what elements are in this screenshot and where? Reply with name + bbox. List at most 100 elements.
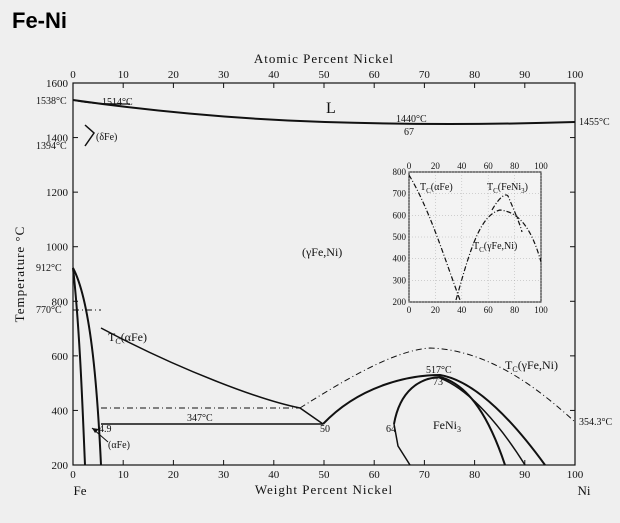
inset-y-tick-label: 500 (393, 232, 407, 242)
inset-top-tick-label: 100 (534, 161, 548, 171)
top-tick-label: 90 (519, 69, 531, 81)
inset-top-tick-label: 60 (484, 161, 494, 171)
left-axis-title: Temperature °C (12, 226, 27, 323)
top-tick-label: 10 (118, 69, 130, 81)
peritectic-label: 1514°C (102, 97, 133, 108)
gamma-phase-label: (γFe,Ni) (302, 245, 342, 259)
fen-temp-label: 517°C (426, 365, 452, 376)
eutectoid-temp-label: 347°C (187, 413, 213, 424)
gamma-alpha-boundary-left (72, 267, 86, 466)
inset-y-tick-label: 400 (393, 254, 407, 264)
delta-fe-loop (84, 124, 95, 147)
x-tick-label: 50 (319, 469, 331, 481)
top-tick-label: 80 (469, 69, 481, 81)
inset-x-tick-label: 60 (484, 305, 494, 315)
x-tick-label: 20 (168, 469, 180, 481)
top-tick-label: 20 (168, 69, 180, 81)
inset-tc-gamma-label: TC(γFe,Ni) (473, 241, 517, 254)
x-tick-label: 100 (567, 469, 584, 481)
solidus-start-curve (72, 99, 131, 105)
inset-y-tick-label: 800 (393, 167, 407, 177)
inset-tc-alpha-label: TC(αFe) (420, 182, 453, 195)
y-tick-label: 1600 (46, 78, 69, 90)
inset-x-tick-label: 40 (457, 305, 467, 315)
fe-end-label: Fe (74, 483, 87, 498)
top-tick-label: 50 (319, 69, 331, 81)
y-tick-label: 1200 (46, 187, 69, 199)
top-tick-label: 40 (268, 69, 280, 81)
alpha-phase-label: (αFe) (108, 440, 130, 451)
eutectoid-comp-left: 50 (320, 424, 330, 435)
liquid-label: L (326, 100, 336, 117)
x-tick-label: 90 (519, 469, 531, 481)
diagram-title: Fe-Ni (12, 8, 67, 33)
y-tick-label: 800 (52, 296, 69, 308)
fen-comp-label: 73 (433, 377, 443, 388)
curie-fe-label: 770°C (36, 305, 62, 316)
y-tick-label: 600 (52, 351, 69, 363)
top-axis-ticks: 0 10 20 30 40 50 60 70 80 90 100 (70, 69, 584, 88)
x-tick-label: 10 (118, 469, 130, 481)
inset-plot: 0 20 40 60 80 100 0 20 40 60 80 100 200 300 400 500 60… (393, 161, 549, 315)
y-tick-label: 1400 (46, 133, 69, 145)
min-temp-label: 1440°C (396, 114, 427, 125)
fen-phase-label: FeNi3 (433, 418, 461, 434)
inset-top-tick-label: 80 (510, 161, 520, 171)
ni-melt-label: 1455°C (579, 117, 610, 128)
inset-x-tick-label: 80 (510, 305, 520, 315)
y-tick-label: 200 (52, 460, 69, 472)
eutectoid-comp-right: 64 (386, 424, 396, 435)
inset-y-tick-label: 600 (393, 210, 407, 220)
fen-inner-boundary (393, 375, 506, 466)
gamma-alpha-boundary-right (72, 267, 102, 466)
fen-upper-boundary (322, 373, 546, 466)
fe-delta-label: 1394°C (36, 141, 67, 152)
x-tick-label: 60 (369, 469, 381, 481)
inset-x-tick-label: 0 (407, 305, 412, 315)
fen-right-boundary (439, 377, 526, 466)
min-comp-label: 67 (404, 127, 414, 138)
ni-curie-label: 354.3°C (579, 417, 612, 428)
inset-y-tick-label: 300 (393, 275, 407, 285)
x-tick-label: 30 (218, 469, 230, 481)
inset-y-tick-label: 700 (393, 189, 407, 199)
inset-grid (408, 171, 542, 303)
y-tick-label: 400 (52, 405, 69, 417)
liquidus-curve (72, 99, 576, 125)
ni-end-label: Ni (578, 483, 591, 498)
tc-gamma-curve (299, 347, 576, 423)
inset-tc-alpha-curve (408, 174, 461, 301)
x-tick-label: 80 (469, 469, 481, 481)
top-axis-title: Atomic Percent Nickel (254, 51, 394, 66)
x-tick-label: 40 (268, 469, 280, 481)
x-tick-label: 70 (419, 469, 431, 481)
x-tick-label: 0 (70, 469, 76, 481)
tc-alpha-label: TC(αFe) (108, 330, 147, 346)
fen-left-boundary (393, 423, 411, 466)
tc-gamma-label: TC(γFe,Ni) (505, 358, 558, 374)
bottom-axis-ticks: 0 10 20 30 40 50 60 70 80 90 100 (70, 460, 584, 481)
inset-top-tick-label: 20 (431, 161, 441, 171)
y-tick-label: 1000 (46, 242, 69, 254)
delta-phase-label: (δFe) (96, 132, 117, 143)
top-tick-label: 30 (218, 69, 230, 81)
fe-gamma-label: 912°C (36, 263, 62, 274)
inset-y-tick-label: 200 (393, 297, 407, 307)
alpha-solubility-label: 4.9 (99, 424, 112, 435)
tc-alpha-curve (100, 327, 324, 425)
inset-top-ticks: 0 20 40 60 80 100 (407, 161, 549, 171)
top-tick-label: 100 (567, 69, 584, 81)
inset-tc-gamma-curve (455, 209, 542, 301)
inset-tc-fen-label: TC(FeNi3) (487, 182, 528, 195)
inset-x-tick-label: 20 (431, 305, 441, 315)
fe-melt-label: 1538°C (36, 96, 67, 107)
inset-left-ticks: 200 300 400 500 600 700 800 (393, 167, 407, 307)
alpha-arrowhead (92, 428, 99, 433)
inset-x-tick-label: 100 (534, 305, 548, 315)
inset-bottom-ticks: 0 20 40 60 80 100 (407, 305, 549, 315)
inset-top-tick-label: 0 (407, 161, 412, 171)
top-tick-label: 70 (419, 69, 431, 81)
